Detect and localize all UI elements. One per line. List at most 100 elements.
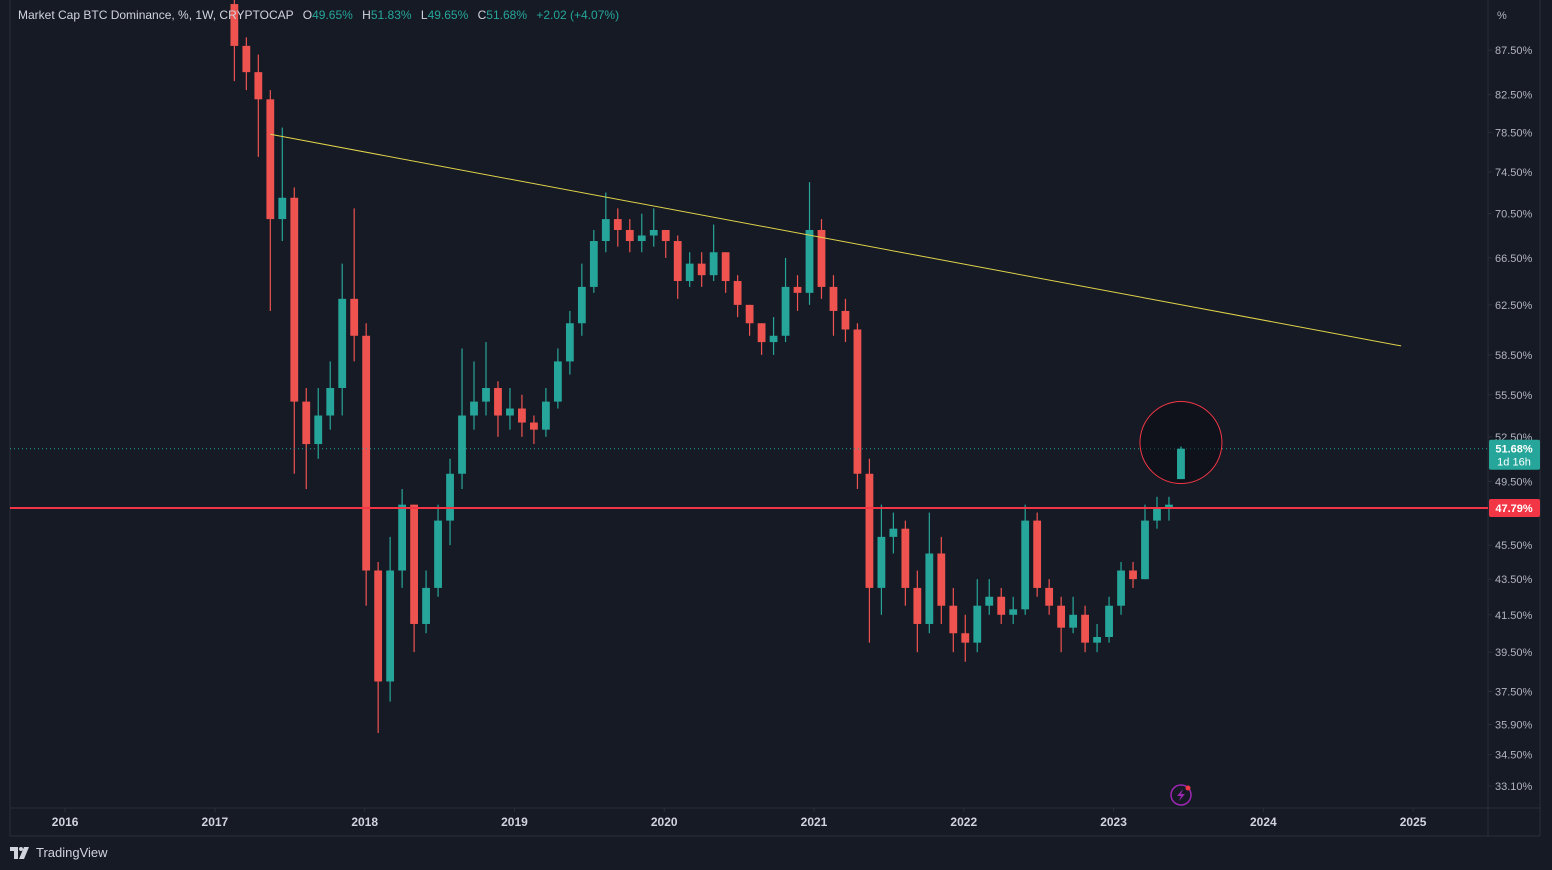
candle-body bbox=[745, 304, 754, 324]
header: Market Cap BTC Dominance, %, 1W, CRYPTOC… bbox=[18, 8, 619, 22]
candle-body bbox=[901, 528, 910, 588]
y-tick-label: 87.50% bbox=[1495, 45, 1533, 57]
candle-body bbox=[1021, 520, 1030, 610]
x-tick-label: 2022 bbox=[950, 815, 977, 829]
x-tick-label: 2025 bbox=[1400, 815, 1427, 829]
lightning-icon bbox=[1170, 784, 1192, 806]
candle-body bbox=[853, 329, 862, 474]
candle-body bbox=[362, 335, 371, 571]
price-countdown: 1d 16h bbox=[1497, 457, 1531, 469]
candle-body bbox=[733, 281, 742, 305]
ohlc-key: L bbox=[420, 8, 428, 22]
candle-body bbox=[266, 99, 275, 220]
horizontal-line-label-box bbox=[1489, 498, 1540, 517]
candle-body bbox=[1045, 587, 1054, 606]
logo-icon bbox=[10, 846, 29, 859]
ohlc-key: H bbox=[362, 8, 371, 22]
candle-body bbox=[637, 235, 646, 242]
candle-body bbox=[422, 587, 430, 624]
candle-body bbox=[482, 387, 490, 402]
x-tick-label: 2016 bbox=[52, 815, 79, 829]
candle-body bbox=[601, 219, 610, 242]
candle-body bbox=[793, 286, 802, 293]
candle-body bbox=[350, 298, 359, 336]
candle-body bbox=[542, 401, 550, 430]
candle-body bbox=[458, 415, 466, 474]
candle-body bbox=[721, 252, 730, 282]
footer[interactable]: TradingView bbox=[10, 845, 108, 860]
y-tick-label: 74.50% bbox=[1495, 167, 1533, 179]
candle-body bbox=[374, 570, 383, 682]
candle-body bbox=[494, 387, 502, 416]
x-tick-label: 2021 bbox=[801, 815, 828, 829]
ohlc-key: O bbox=[302, 8, 313, 22]
symbol-title: Market Cap BTC Dominance, %, 1W, CRYPTOC… bbox=[18, 8, 294, 22]
candle-body bbox=[949, 605, 958, 634]
y-tick-label: 70.50% bbox=[1495, 209, 1533, 221]
ohlc-value: 49.65% bbox=[427, 8, 469, 22]
candle-body bbox=[613, 219, 622, 230]
candle-body bbox=[649, 229, 658, 236]
x-tick-label: 2017 bbox=[202, 815, 229, 829]
x-tick-label: 2024 bbox=[1250, 815, 1277, 829]
candle-body bbox=[1153, 507, 1161, 521]
candle-body bbox=[757, 323, 766, 343]
price-label-box bbox=[1489, 439, 1540, 470]
candle-body bbox=[230, 4, 239, 46]
candle-body bbox=[530, 422, 538, 430]
x-tick-label: 2018 bbox=[351, 815, 378, 829]
ohlc-value: 51.68% bbox=[486, 8, 527, 22]
candle-body bbox=[841, 310, 850, 330]
highlight-circle bbox=[1139, 401, 1223, 485]
candle-body bbox=[913, 587, 922, 624]
candle-body bbox=[410, 504, 418, 624]
candle-body bbox=[1117, 570, 1125, 606]
candle-body bbox=[973, 605, 982, 643]
candle-body bbox=[326, 387, 335, 416]
candle-body bbox=[829, 286, 838, 311]
y-tick-label: 78.50% bbox=[1495, 127, 1533, 139]
candle-body bbox=[553, 361, 562, 402]
candle-body bbox=[1165, 504, 1173, 508]
footer-brand: TradingView bbox=[36, 845, 108, 860]
y-tick-label: 37.50% bbox=[1495, 686, 1533, 698]
candle-body bbox=[518, 408, 526, 423]
candle-body bbox=[470, 401, 478, 416]
candle-body bbox=[386, 570, 395, 682]
candle-body bbox=[1009, 609, 1018, 615]
candle-body bbox=[937, 553, 946, 606]
y-tick-label: 55.50% bbox=[1495, 390, 1533, 402]
candle-body bbox=[865, 473, 874, 588]
candle-body bbox=[242, 45, 251, 73]
plot-area bbox=[10, 0, 1488, 733]
x-tick-label: 2020 bbox=[651, 815, 678, 829]
change: +2.02 (+4.07%) bbox=[536, 8, 620, 22]
ohlc-key: C bbox=[477, 8, 487, 22]
y-tick-label: 49.50% bbox=[1495, 476, 1533, 488]
y-tick-label: 45.50% bbox=[1495, 540, 1533, 552]
candle-body bbox=[685, 263, 694, 282]
candle-body bbox=[925, 553, 934, 624]
candle-body bbox=[673, 241, 682, 282]
candle-body bbox=[1093, 636, 1101, 643]
candle-body bbox=[997, 596, 1006, 615]
candle-body bbox=[290, 197, 299, 402]
candle-body bbox=[434, 520, 442, 588]
candle-body bbox=[709, 252, 718, 276]
candle-body bbox=[506, 408, 514, 416]
candle-body bbox=[338, 298, 347, 388]
candle-body bbox=[781, 286, 790, 336]
y-unit: % bbox=[1497, 10, 1507, 22]
candle-body bbox=[625, 229, 634, 242]
y-tick-label: 62.50% bbox=[1495, 300, 1533, 312]
candle-body bbox=[961, 633, 970, 643]
axes: 87.50% 82.50% 78.50% 74.50% 70.50% 66.50% 62.5… bbox=[52, 45, 1540, 829]
y-tick-label: 39.50% bbox=[1495, 647, 1533, 659]
ohlc-value: 49.65% bbox=[312, 8, 353, 22]
candle-body bbox=[817, 229, 826, 287]
candle-body bbox=[565, 323, 574, 362]
y-tick-label: 34.50% bbox=[1495, 750, 1533, 762]
